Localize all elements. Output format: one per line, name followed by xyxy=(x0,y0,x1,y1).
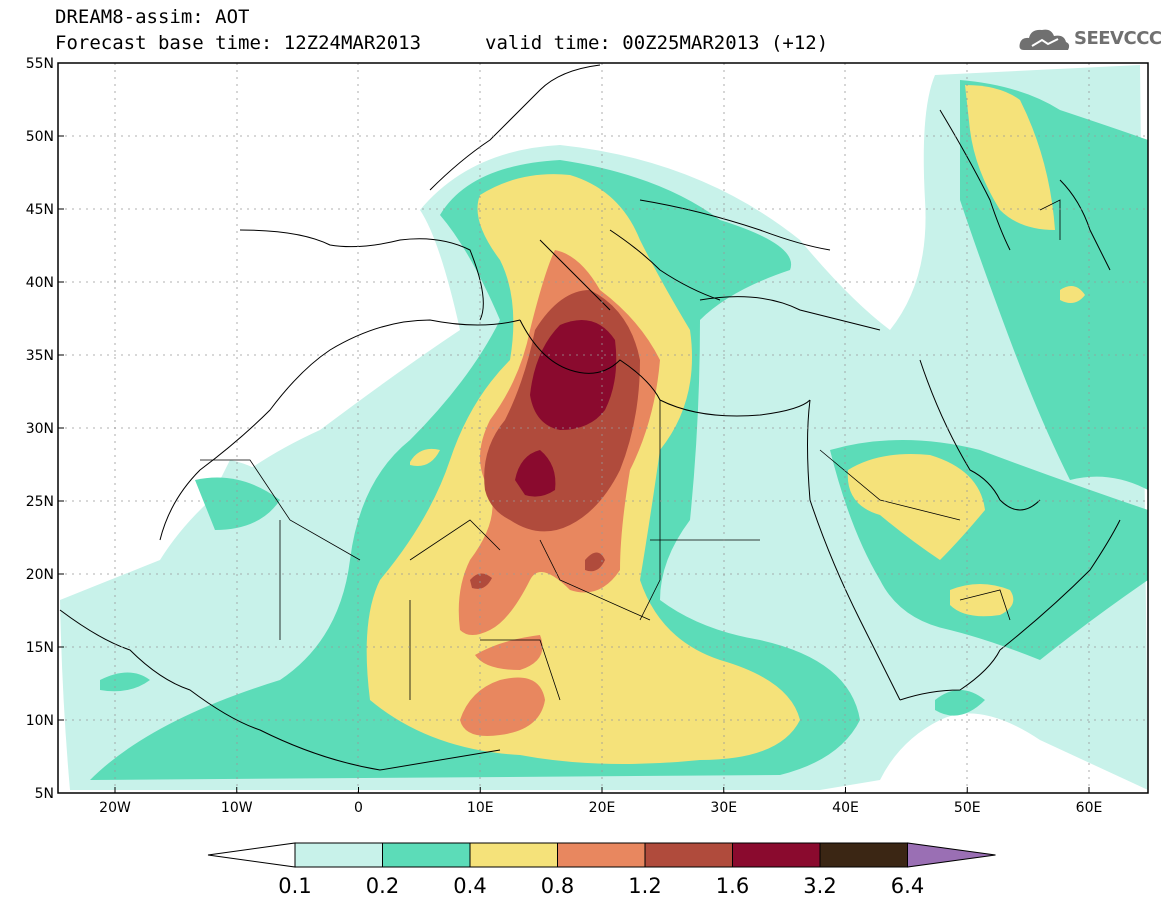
colorbar-segment xyxy=(469,842,558,868)
colorbar-label: 3.2 xyxy=(803,874,836,898)
lat-label: 25N xyxy=(26,494,54,510)
lat-label: 50N xyxy=(26,129,54,145)
colorbar-label: 1.2 xyxy=(628,874,661,898)
colorbar-label: 0.4 xyxy=(453,874,486,898)
valid-time: valid time: 00Z25MAR2013 (+12) xyxy=(485,32,829,54)
longitude-labels: 20W 10W 0 10E 20E 30E 40E 50E 60E xyxy=(99,787,1102,816)
lon-label: 60E xyxy=(1076,800,1103,816)
country-borders xyxy=(200,199,1061,701)
lat-label: 15N xyxy=(26,640,54,656)
colorbar-label: 0.1 xyxy=(278,874,311,898)
lat-label: 30N xyxy=(26,421,54,437)
colorbar-label: 1.6 xyxy=(716,874,749,898)
lon-label: 50E xyxy=(954,800,981,816)
forecast-base-time: Forecast base time: 12Z24MAR2013 xyxy=(55,32,422,54)
lon-label: 0 xyxy=(354,800,363,816)
lon-label: 10E xyxy=(467,800,494,816)
lon-label: 20E xyxy=(589,800,616,816)
aot-1.6-3.2-band xyxy=(515,320,617,497)
lat-label: 20N xyxy=(26,567,54,583)
colorbar-low-arrow xyxy=(207,842,296,868)
lon-label: 40E xyxy=(832,800,859,816)
coastlines xyxy=(59,64,1121,771)
lon-label: 30E xyxy=(710,800,737,816)
latitude-labels: 55N 50N 45N 40N 35N 30N 25N 20N 15N 10N 5N xyxy=(26,56,64,802)
colorbar-segment xyxy=(557,842,646,868)
lat-label: 40N xyxy=(26,275,54,291)
lat-label: 10N xyxy=(26,713,54,729)
lat-label: 45N xyxy=(26,202,54,218)
gridlines xyxy=(58,63,1148,793)
colorbar-label: 6.4 xyxy=(891,874,924,898)
colorbar-labels: 0.1 0.2 0.4 0.8 1.2 1.6 3.2 6.4 xyxy=(278,874,924,898)
colorbar-label: 0.8 xyxy=(541,874,574,898)
lat-label: 35N xyxy=(26,348,54,364)
colorbar xyxy=(207,842,996,868)
lat-label: 55N xyxy=(26,56,54,72)
colorbar-segment xyxy=(819,842,908,868)
colorbar-segment xyxy=(382,842,471,868)
colorbar-segment xyxy=(644,842,733,868)
seevccc-logo: SEEVCCC xyxy=(1018,24,1162,58)
colorbar-segment xyxy=(294,842,383,868)
lon-label: 10W xyxy=(221,800,253,816)
aot-field xyxy=(58,63,1148,793)
colorbar-label: 0.2 xyxy=(366,874,399,898)
map-title: DREAM8-assim: AOT xyxy=(55,6,250,28)
lon-label: 20W xyxy=(99,800,131,816)
colorbar-high-arrow xyxy=(907,842,996,868)
colorbar-segment xyxy=(732,842,821,868)
lat-label: 5N xyxy=(35,786,54,802)
cloud-logo-icon xyxy=(1019,29,1070,50)
logo-text: SEEVCCC xyxy=(1074,28,1162,49)
